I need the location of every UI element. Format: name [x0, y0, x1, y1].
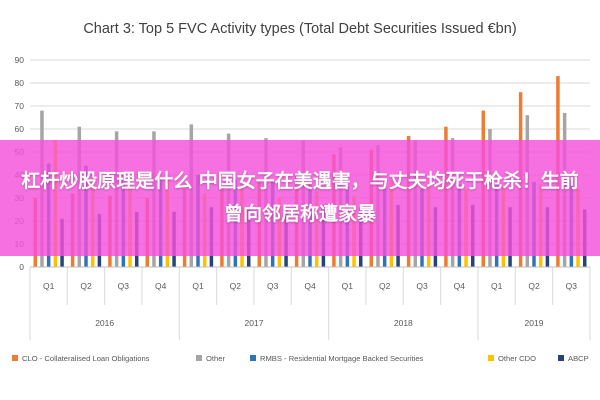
y-tick-label: 90 — [15, 55, 25, 65]
x-tick-label: Q3 — [416, 281, 428, 291]
legend-swatch — [488, 355, 494, 361]
legend-swatch — [250, 355, 256, 361]
legend: CLO - Collateralised Loan Obligations Oth… — [12, 354, 589, 363]
y-tick-label: 0 — [19, 262, 24, 272]
y-tick-label: 60 — [15, 124, 25, 134]
overlay-banner[interactable]: 杠杆炒股原理是什么 中国女子在美遇害，与丈夫均死于枪杀！生前曾向邻居称遭家暴 — [0, 140, 600, 256]
x-tick-label: Q3 — [267, 281, 279, 291]
x-axis: Q1 Q2 Q3 Q4 Q1 Q2 Q3 Q4 Q1 Q2 Q3 Q4 Q1 Q2 Q3 2016 2017 20… — [29, 266, 591, 340]
x-tick-label: Q3 — [566, 281, 578, 291]
x-tick-label: Q1 — [491, 281, 503, 291]
x-tick-label: Q1 — [43, 281, 55, 291]
legend-label: ABCP — [568, 354, 589, 363]
legend-label: CLO - Collateralised Loan Obligations — [22, 354, 150, 363]
x-tick-label: Q3 — [118, 281, 130, 291]
x-tick-label: Q1 — [342, 281, 354, 291]
legend-label: Other — [206, 354, 225, 363]
x-tick-label: Q2 — [80, 281, 92, 291]
banner-text[interactable]: 杠杆炒股原理是什么 中国女子在美遇害，与丈夫均死于枪杀！生前曾向邻居称遭家暴 — [21, 170, 579, 225]
legend-swatch — [558, 355, 564, 361]
x-tick-label: Q2 — [528, 281, 540, 291]
x-tick-label: Q2 — [379, 281, 391, 291]
legend-label: Other CDO — [498, 354, 536, 363]
x-tick-label: Q1 — [192, 281, 204, 291]
group-label: 2019 — [525, 318, 544, 328]
legend-label: RMBS - Residential Mortgage Backed Secur… — [260, 354, 424, 363]
group-label: 2018 — [394, 318, 413, 328]
legend-swatch — [12, 355, 18, 361]
y-tick-label: 80 — [15, 78, 25, 88]
group-label: 2017 — [245, 318, 264, 328]
x-tick-label: Q4 — [304, 281, 316, 291]
chart-title: Chart 3: Top 5 FVC Activity types (Total… — [83, 21, 516, 37]
y-tick-label: 70 — [15, 101, 25, 111]
group-label: 2016 — [95, 318, 114, 328]
x-tick-label: Q2 — [230, 281, 242, 291]
x-tick-label: Q4 — [155, 281, 167, 291]
x-tick-label: Q4 — [454, 281, 466, 291]
legend-swatch — [196, 355, 202, 361]
